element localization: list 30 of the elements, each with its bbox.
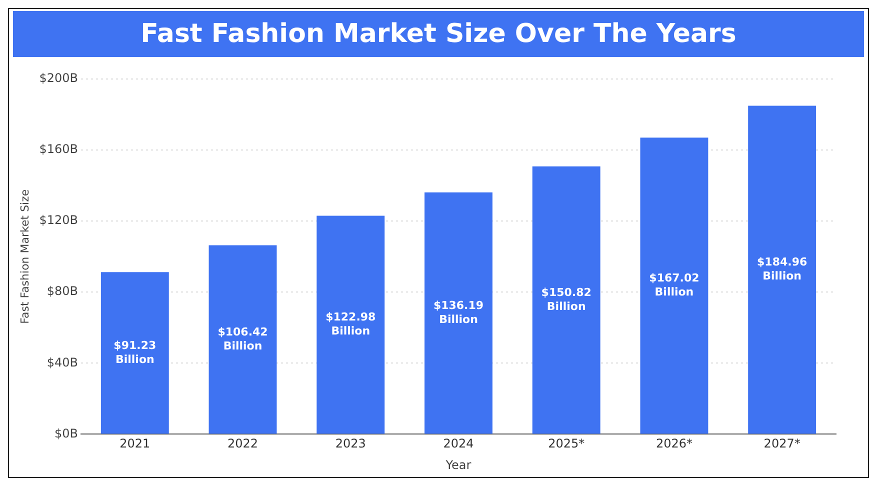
bar (100, 272, 169, 434)
y-tick-label: $0B (54, 426, 78, 440)
bar (532, 166, 600, 434)
y-tick-label: $200B (39, 71, 78, 86)
x-tick-label: 2023 (335, 436, 366, 451)
data-label: $150.82 Billion (541, 286, 592, 313)
x-tick-label: 2024 (443, 436, 474, 451)
y-axis-title: Fast Fashion Market Size (18, 189, 32, 324)
x-tick-label: 2022 (227, 436, 258, 451)
x-axis-title: Year (444, 458, 472, 472)
x-tick-label: 2021 (120, 436, 150, 451)
x-tick-label: 2025* (548, 436, 585, 451)
bar (208, 245, 277, 434)
bar (640, 138, 708, 434)
y-tick-label: $160B (39, 142, 78, 156)
bar (424, 192, 492, 434)
data-label: $136.19 Billion (433, 298, 484, 326)
y-tick-label: $120B (39, 213, 78, 228)
x-tick-label: 2026* (656, 436, 692, 451)
data-label: $167.02 Billion (649, 271, 700, 298)
data-label: $122.98 Billion (326, 310, 376, 338)
x-tick-label: 2027* (764, 436, 800, 451)
y-tick-label: $80B (46, 284, 78, 298)
chart-title: Fast Fashion Market Size Over The Years (13, 11, 864, 57)
bar (316, 216, 385, 434)
bar (748, 106, 816, 434)
data-label: $91.23 Billion (114, 338, 156, 366)
y-tick-label: $40B (46, 355, 78, 370)
data-label: $184.96 Billion (757, 256, 808, 283)
data-label: $106.42 Billion (218, 325, 268, 352)
